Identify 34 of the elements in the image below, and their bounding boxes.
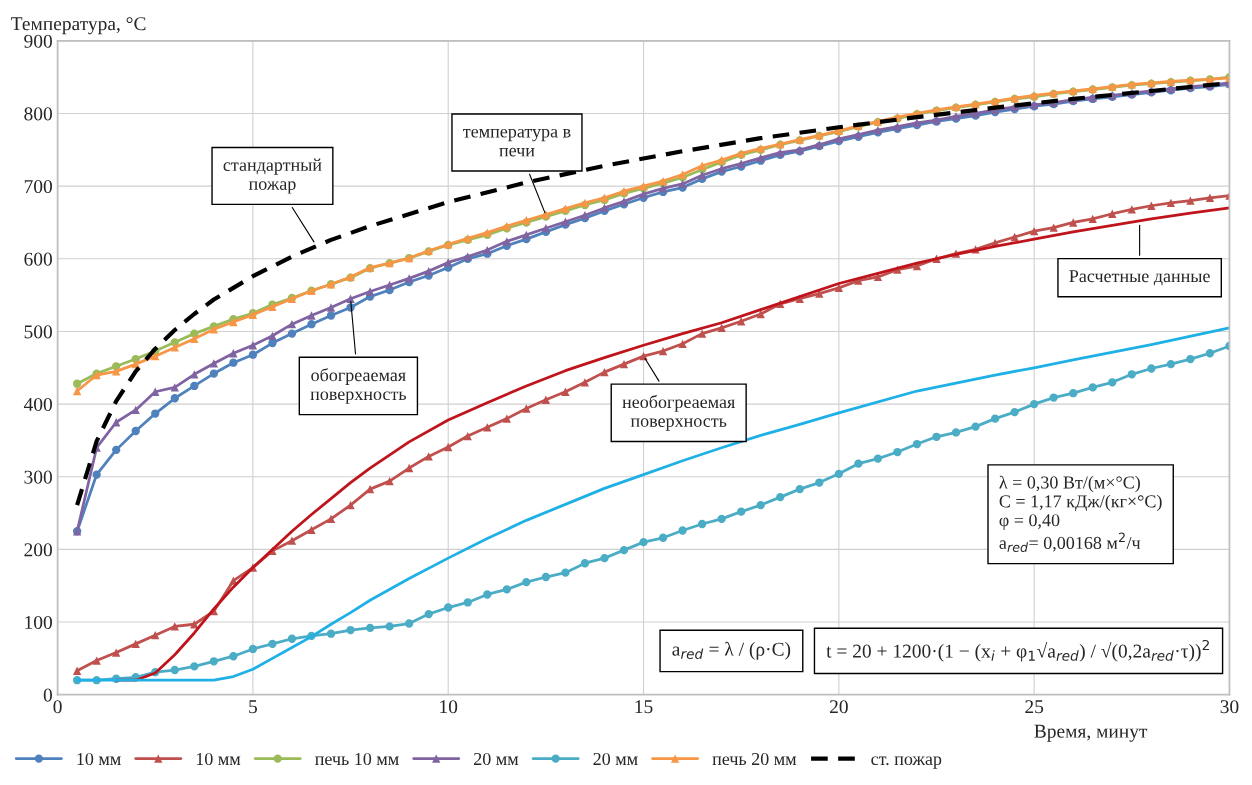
legend-label: 10 мм [77, 752, 121, 766]
legend-label: 20 мм [474, 752, 519, 766]
annotation: Расчетные данные [1069, 270, 1210, 286]
annotation: λ = 0,30 Вт/(м×°C) C = 1,17 кДж/(кг×°C) φ = 0,40 a$_{red}$= 0,00168 м$^{2}$/ч [999, 475, 1162, 552]
x-axis-title: Время, минут [1034, 724, 1148, 742]
y-tick-label: 600 [24, 252, 52, 266]
x-tick-label: 30 [1220, 700, 1239, 714]
y-tick-label: 100 [25, 615, 52, 630]
y-tick-label: 500 [24, 325, 52, 339]
annotation: обогреаемая поверхность [310, 368, 407, 404]
x-tick-label: 20 [829, 700, 848, 714]
x-tick-label: 25 [1025, 700, 1044, 714]
x-tick-label: 5 [249, 700, 258, 714]
legend-label: 20 мм [593, 752, 638, 766]
legend-label: печь 10 мм [315, 752, 399, 766]
y-tick-label: 200 [24, 543, 52, 557]
annotation: стандартный пожар [223, 158, 322, 194]
annotation: необогреаемая поверхность [622, 394, 735, 431]
y-axis-title: Температура, °C [11, 17, 146, 35]
y-tick-label: 400 [23, 397, 52, 412]
x-tick-label: 15 [635, 700, 653, 714]
y-tick-label: 900 [24, 34, 52, 48]
text: t = 20 + 1200·(1 − (x$_{i}$ + φ$_{1}$√a$_{red}$) / √(0,2a$_{red}$·τ))$^{2}$ [826, 639, 1209, 662]
annotation: температура в печи [463, 128, 571, 157]
legend-label: ст. пожар [871, 756, 942, 769]
x-tick-label: 10 [440, 700, 458, 714]
x-tick-label: 0 [53, 700, 62, 714]
y-tick-label: 0 [43, 688, 52, 702]
legend-label: 10 мм [196, 752, 241, 766]
annotation: a$_{red}$ = λ / (ρ·C) [672, 641, 791, 660]
y-tick-label: 700 [24, 179, 52, 194]
legend-label: печь 20 мм [712, 752, 797, 766]
y-tick-label: 300 [24, 470, 52, 484]
y-tick-label: 800 [24, 107, 52, 121]
